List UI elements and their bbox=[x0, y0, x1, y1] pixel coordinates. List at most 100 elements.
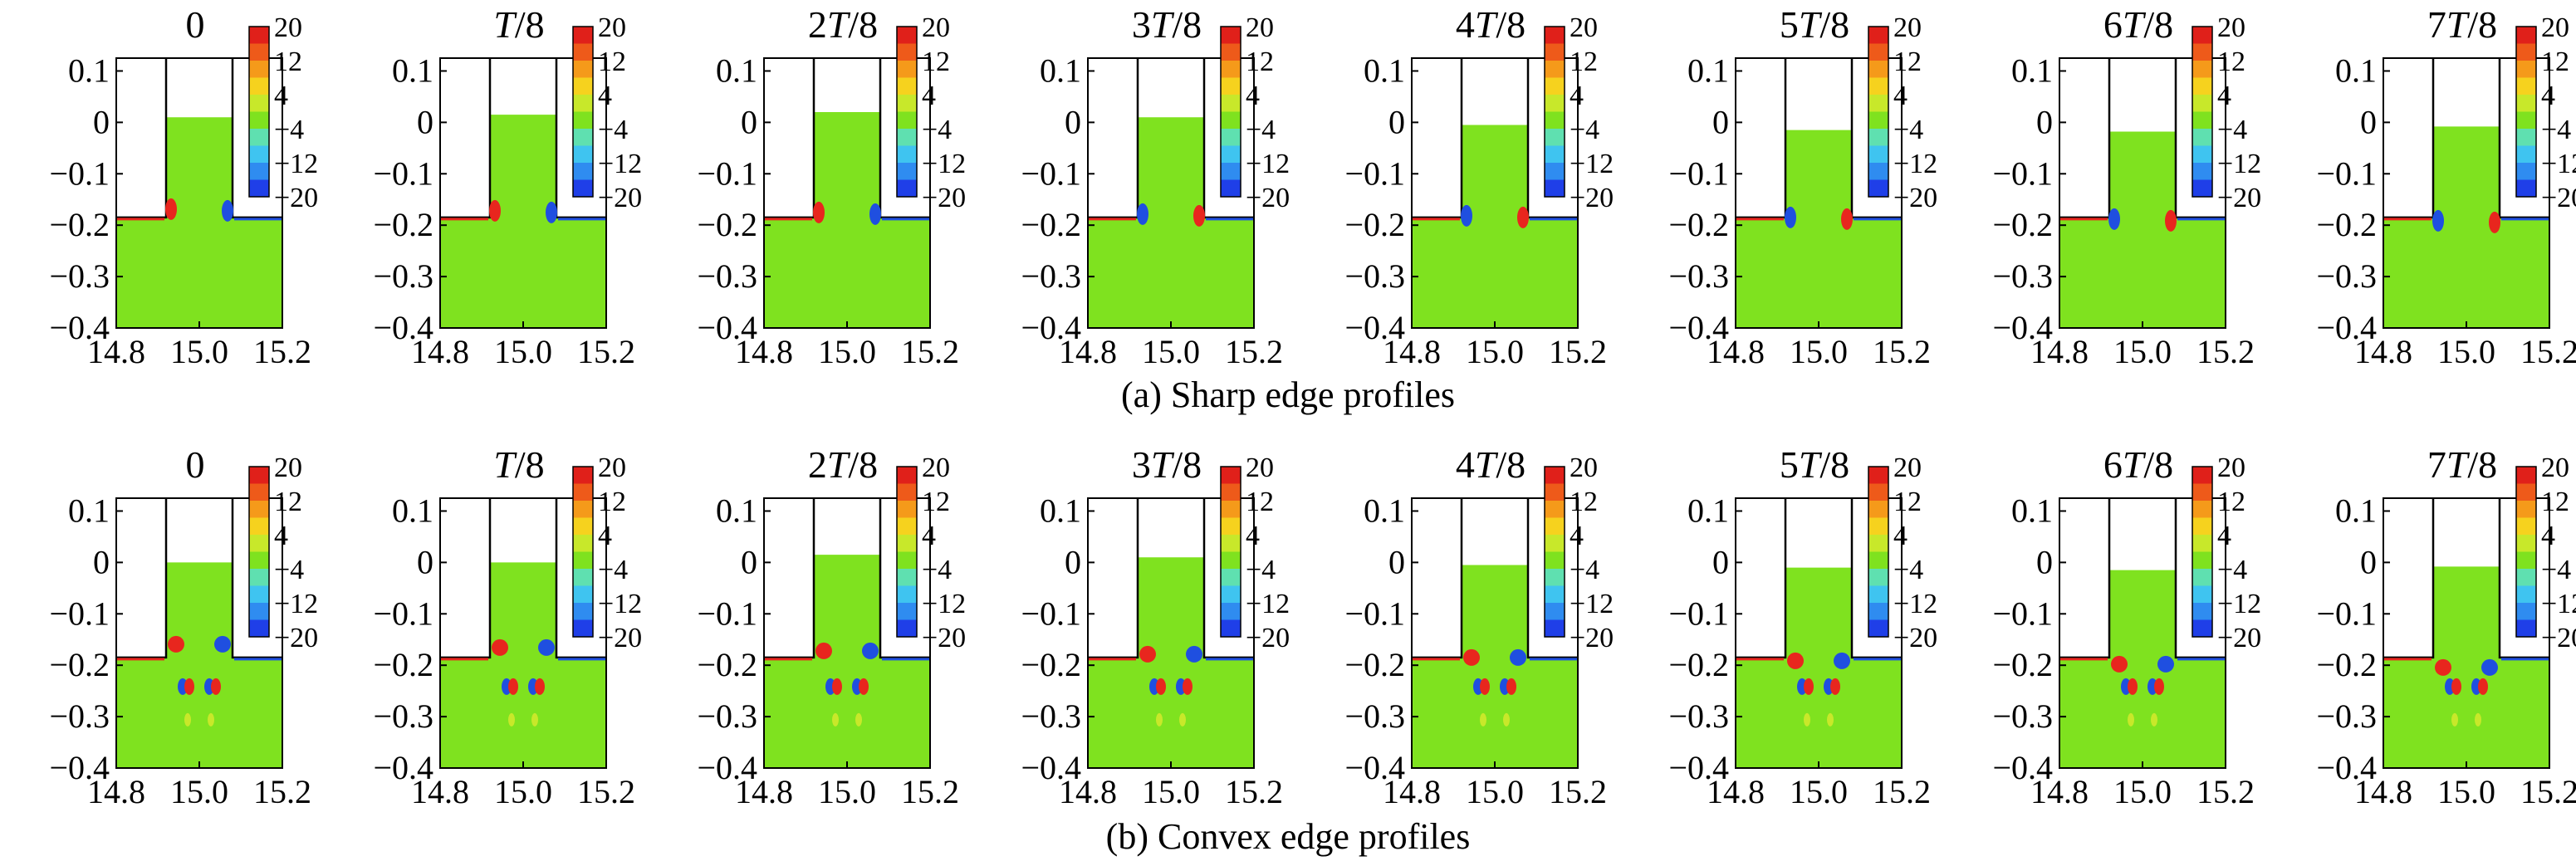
colorbar-swatch bbox=[573, 501, 593, 518]
colorbar-swatch bbox=[897, 585, 917, 604]
panel-time-label: 7T/8 bbox=[2427, 443, 2497, 486]
colorbar-frame bbox=[1544, 466, 1565, 638]
colorbar-swatch bbox=[249, 61, 269, 78]
y-tick-label: 0 bbox=[741, 543, 757, 580]
y-tick-label: −0.3 bbox=[1668, 697, 1729, 735]
vortex-right bbox=[1193, 204, 1205, 227]
colorbar-label: −12 bbox=[922, 149, 966, 179]
left-wall bbox=[116, 58, 168, 219]
y-tick-label: 0.1 bbox=[2335, 51, 2377, 89]
colorbar-swatch bbox=[1868, 603, 1888, 620]
colorbar-swatch bbox=[897, 61, 917, 78]
colorbar-label: −4 bbox=[274, 115, 304, 145]
panel-1-8: 0.1 0 −0.1 −0.2 −0.3 −0.414.8 15.0 15.2 7T/8 2012… bbox=[2316, 3, 2576, 370]
y-tick-label: 0 bbox=[93, 103, 110, 140]
colorbar-label: −4 bbox=[1246, 555, 1276, 585]
x-tick-label: 15.2 bbox=[901, 773, 959, 810]
colorbar-swatch bbox=[1221, 569, 1241, 586]
colorbar-swatch bbox=[1545, 179, 1565, 198]
panel-time-label: T/8 bbox=[493, 443, 544, 486]
y-tick-label: 0 bbox=[1388, 543, 1405, 580]
colorbar-swatch bbox=[2516, 95, 2536, 112]
x-tick-label: 15.2 bbox=[2196, 333, 2255, 370]
colorbar-swatch bbox=[249, 551, 269, 570]
vortex-right-shed-b bbox=[1830, 678, 1840, 695]
colorbar-swatch bbox=[2192, 535, 2212, 552]
colorbar-swatch bbox=[897, 111, 917, 130]
colorbar-swatch bbox=[2192, 467, 2212, 484]
colorbar-label: −12 bbox=[274, 589, 318, 619]
x-tick-label: 15.2 bbox=[2196, 773, 2255, 810]
x-tick-label: 15.2 bbox=[253, 773, 311, 810]
wake-left bbox=[2128, 712, 2134, 727]
y-tick-label: −0.1 bbox=[1344, 594, 1405, 632]
vortex-left-shed-b bbox=[1156, 678, 1166, 695]
panel-time-label: 4T/8 bbox=[1456, 443, 1526, 486]
colorbar-label: 12 bbox=[1246, 487, 1274, 517]
y-tick-label: −0.1 bbox=[2316, 594, 2377, 632]
colorbar-swatch bbox=[249, 619, 269, 638]
x-tick-label: 15.2 bbox=[577, 773, 635, 810]
y-tick-label: 0.1 bbox=[2335, 492, 2377, 529]
colorbar-swatch bbox=[2192, 483, 2212, 501]
y-tick-label: 0 bbox=[417, 103, 433, 140]
panel-1-4: 0.1 0 −0.1 −0.2 −0.3 −0.414.8 15.0 15.2 3T/8 2012… bbox=[1021, 3, 1290, 370]
colorbar-swatch bbox=[1868, 569, 1888, 586]
wake-right bbox=[531, 712, 538, 727]
colorbar-swatch bbox=[1221, 517, 1241, 536]
x-tick-label: 14.8 bbox=[1383, 773, 1441, 810]
left-wall bbox=[1088, 498, 1139, 659]
colorbar-label: −20 bbox=[598, 623, 642, 653]
fluid-domain bbox=[2059, 131, 2226, 328]
colorbar-swatch bbox=[897, 603, 917, 620]
colorbar-swatch bbox=[1545, 111, 1565, 130]
fluid-domain bbox=[116, 117, 282, 328]
wake-left bbox=[508, 712, 515, 727]
colorbar-swatch bbox=[249, 27, 269, 44]
x-tick-label: 15.2 bbox=[577, 333, 635, 370]
panel-time-label: 0 bbox=[186, 443, 205, 486]
colorbar-swatch bbox=[1221, 43, 1241, 61]
colorbar-swatch bbox=[1545, 501, 1565, 518]
left-wall bbox=[116, 498, 168, 659]
y-tick-label: −0.1 bbox=[1992, 154, 2053, 192]
colorbar-swatch bbox=[1545, 551, 1565, 570]
panel-2-3: 0.1 0 −0.1 −0.2 −0.3 −0.414.8 15.0 15.2 2T/8 20 12… bbox=[697, 443, 966, 810]
vortex-right-top bbox=[2481, 658, 2498, 676]
vortex-right-shed-b bbox=[2478, 678, 2488, 695]
vortex-right bbox=[2489, 211, 2500, 233]
colorbar-swatch bbox=[897, 95, 917, 112]
panel-time-label: 5T/8 bbox=[1780, 443, 1849, 486]
colorbar-label: −20 bbox=[922, 623, 966, 653]
colorbar-swatch bbox=[2192, 95, 2212, 112]
colorbar-swatch bbox=[2516, 129, 2536, 146]
right-wall bbox=[1850, 498, 1902, 659]
colorbar-label: 12 bbox=[1246, 46, 1274, 77]
x-tick-label: 14.8 bbox=[1707, 333, 1765, 370]
colorbar-swatch bbox=[897, 43, 917, 61]
y-tick-label: −0.3 bbox=[49, 257, 110, 295]
colorbar-swatch bbox=[573, 163, 593, 180]
panel-time-label: 4T/8 bbox=[1456, 3, 1526, 46]
colorbar-label: 20 bbox=[274, 453, 302, 483]
colorbar-label: −20 bbox=[2217, 623, 2261, 653]
colorbar-label: −20 bbox=[274, 623, 318, 653]
colorbar-label: 20 bbox=[1893, 453, 1922, 483]
y-tick-label: 0 bbox=[1712, 103, 1729, 140]
colorbar-swatch bbox=[2516, 77, 2536, 95]
y-tick-label: −0.2 bbox=[1344, 646, 1405, 683]
y-tick-label: −0.4 bbox=[697, 309, 757, 346]
y-tick-label: 0.1 bbox=[1364, 51, 1405, 89]
colorbar-label: 4 bbox=[1893, 81, 1908, 111]
x-tick-label: 15.0 bbox=[818, 333, 876, 370]
colorbar-swatch bbox=[1545, 569, 1565, 586]
colorbar-swatch bbox=[897, 517, 917, 536]
colorbar-swatch bbox=[2516, 145, 2536, 164]
colorbar-label: −4 bbox=[598, 115, 628, 145]
colorbar-label: −4 bbox=[1570, 115, 1599, 145]
y-tick-label: 0 bbox=[1065, 543, 1081, 580]
